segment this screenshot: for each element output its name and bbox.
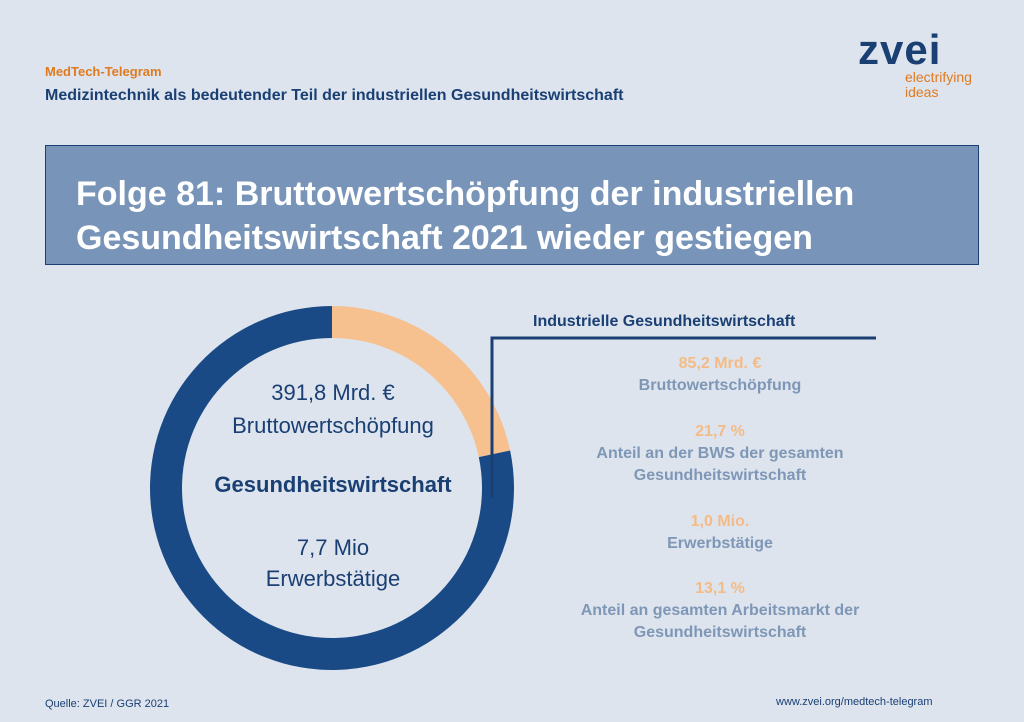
stat-label: Erwerbstätige — [667, 535, 773, 552]
zvei-logo[interactable]: zvei electrifying ideas — [858, 26, 998, 100]
stat-item: 13,1 % Anteil an gesamten Arbeitsmarkt d… — [520, 578, 920, 644]
logo-tagline-1: electrifying — [905, 69, 972, 85]
stat-label: Gesundheitswirtschaft — [633, 624, 807, 641]
logo-word: zvei — [858, 26, 942, 73]
total-value-caption: Bruttowertschöpfung — [232, 413, 434, 438]
kicker-label: MedTech-Telegram — [45, 64, 162, 79]
donut-chart — [150, 306, 514, 670]
workers-value-label: 7,7 Mio — [296, 535, 370, 560]
footer-url[interactable]: www.zvei.org/medtech-telegram — [776, 696, 933, 708]
total-value-label: 391,8 Mrd. € — [271, 380, 395, 405]
stat-value: 85,2 Mrd. € — [678, 355, 762, 372]
stat-value: 13,1 % — [695, 580, 745, 597]
title-banner: Folge 81: Bruttowertschöpfung der indust… — [45, 145, 979, 265]
stat-label: Anteil an gesamten Arbeitsmarkt der — [580, 602, 860, 619]
stat-label: Anteil an der BWS der gesamten — [596, 445, 844, 462]
donut-slice — [332, 306, 511, 458]
banner-title-line-2: Gesundheitswirtschaft 2021 wieder gestie… — [76, 219, 813, 257]
subheading: Medizintechnik als bedeutender Teil der … — [45, 87, 624, 104]
stat-value: 21,7 % — [695, 423, 745, 440]
stat-label: Gesundheitswirtschaft — [633, 467, 807, 484]
stat-item: 1,0 Mio. Erwerbstätige — [520, 511, 920, 555]
side-panel-title: Industrielle Gesundheitswirtschaft — [533, 313, 796, 330]
stat-item: 85,2 Mrd. € Bruttowertschöpfung — [520, 353, 920, 397]
logo-tagline-2: ideas — [905, 84, 939, 100]
banner-title-line-1: Folge 81: Bruttowertschöpfung der indust… — [76, 175, 855, 213]
stat-value: 1,0 Mio. — [690, 513, 750, 530]
workers-caption: Erwerbstätige — [265, 566, 401, 591]
center-title: Gesundheitswirtschaft — [214, 472, 452, 497]
stat-item: 21,7 % Anteil an der BWS der gesamten Ge… — [520, 421, 920, 487]
stat-label: Bruttowertschöpfung — [638, 377, 802, 394]
source-note: Quelle: ZVEI / GGR 2021 — [45, 698, 170, 710]
